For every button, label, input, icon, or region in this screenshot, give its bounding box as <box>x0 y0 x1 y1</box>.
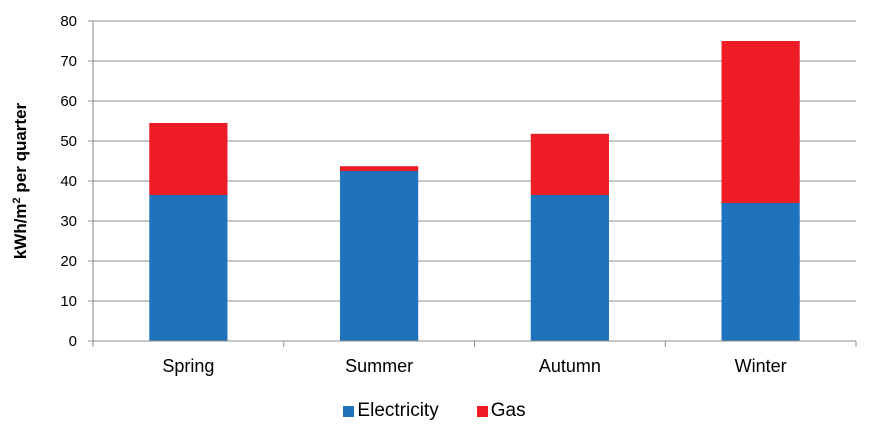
y-tick-label: 20 <box>60 253 77 270</box>
y-tick-label: 0 <box>69 333 77 350</box>
bar-electricity <box>721 203 800 341</box>
y-tick-label: 70 <box>60 53 77 70</box>
y-tick-label: 40 <box>60 173 77 190</box>
bar-gas <box>721 41 800 203</box>
y-tick-label: 10 <box>60 293 77 310</box>
y-tick-label: 30 <box>60 213 77 230</box>
x-tick-label: Summer <box>345 356 413 376</box>
bar-gas <box>530 133 609 195</box>
axes <box>92 21 857 347</box>
legend-label-electricity: Electricity <box>357 400 439 421</box>
legend-swatch-gas <box>476 405 488 417</box>
legend-item-gas: Gas <box>476 400 526 422</box>
bar-electricity <box>340 171 419 341</box>
y-tick-label: 80 <box>60 13 77 30</box>
legend: Electricity Gas <box>0 400 869 422</box>
stacked-bar-chart: 0 10 20 30 40 50 60 70 80 Spring Summer Autumn Wint… <box>11 13 857 376</box>
legend-swatch-electricity <box>343 405 355 417</box>
bar-gas <box>149 123 228 195</box>
x-tick-label: Winter <box>735 356 787 376</box>
x-tick-label: Spring <box>162 356 214 376</box>
legend-label-gas: Gas <box>490 400 526 421</box>
bar-electricity <box>149 195 228 341</box>
bars <box>149 41 800 341</box>
legend-item-electricity: Electricity <box>343 400 439 422</box>
bar-electricity <box>530 195 609 341</box>
x-tick-label: Autumn <box>539 356 601 376</box>
y-tick-label: 50 <box>60 133 77 150</box>
bar-gas <box>340 166 419 171</box>
x-axis-labels: Spring Summer Autumn Winter <box>162 356 786 376</box>
y-tick-label: 60 <box>60 93 77 110</box>
y-axis-title: kWh/m2 per quarter <box>11 102 30 259</box>
y-axis-ticks: 0 10 20 30 40 50 60 70 80 <box>60 13 93 350</box>
